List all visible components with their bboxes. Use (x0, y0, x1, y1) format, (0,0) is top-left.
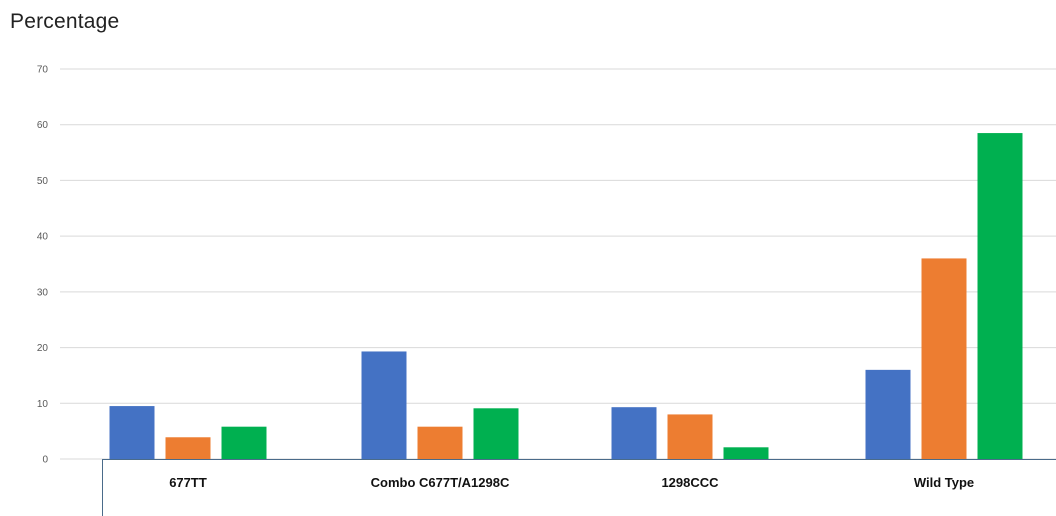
y-tick-label: 0 (42, 455, 48, 466)
bar (361, 351, 407, 459)
y-tick-label: 10 (37, 399, 49, 410)
bar (921, 258, 967, 459)
chart-title: Percentage (10, 10, 120, 33)
bar (611, 407, 657, 459)
bars (109, 133, 1023, 460)
bar (165, 437, 211, 459)
bar (865, 369, 911, 459)
x-category-label: 677TT (169, 475, 207, 490)
category-axis (102, 459, 1056, 516)
bar (977, 133, 1023, 460)
bar (417, 426, 463, 459)
bar (221, 426, 267, 459)
y-tick-label: 50 (37, 176, 49, 187)
y-tick-label: 20 (37, 343, 49, 354)
y-tick-label: 30 (37, 287, 49, 298)
bar (109, 406, 155, 459)
x-category-label: Wild Type (914, 475, 974, 490)
y-axis-tick-labels: 0 10 20 30 40 50 60 70 (37, 65, 49, 466)
x-category-label: Combo C677T/A1298C (371, 475, 510, 490)
x-axis-category-labels: 677TT Combo C677T/A1298C 1298CCC Wild Type (169, 475, 974, 490)
y-tick-label: 70 (37, 65, 49, 76)
bar (667, 414, 713, 459)
y-tick-label: 40 (37, 232, 49, 243)
x-category-label: 1298CCC (661, 475, 719, 490)
bar (473, 408, 519, 459)
bar (723, 447, 769, 459)
y-tick-label: 60 (37, 120, 49, 131)
